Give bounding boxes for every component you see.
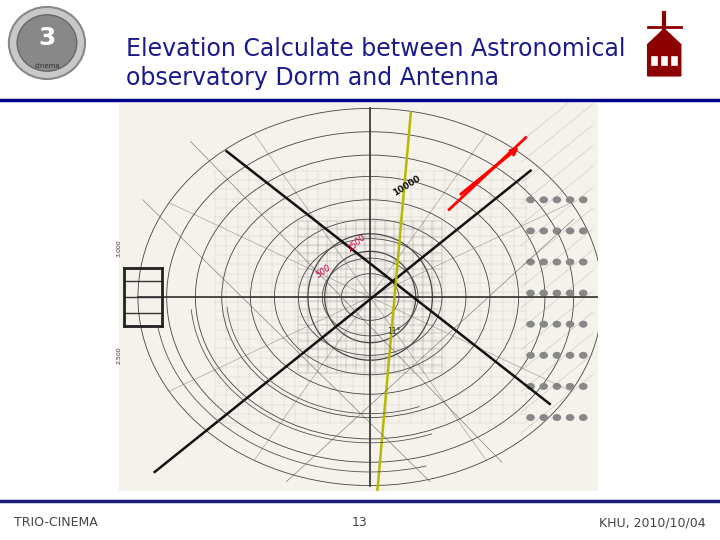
Circle shape	[526, 321, 535, 328]
FancyBboxPatch shape	[119, 103, 598, 491]
Circle shape	[566, 352, 575, 359]
Text: Elevation Calculate between Astronomical: Elevation Calculate between Astronomical	[126, 37, 626, 60]
Text: KHU, 2010/10/04: KHU, 2010/10/04	[599, 516, 706, 529]
Circle shape	[566, 321, 575, 328]
Circle shape	[579, 414, 588, 421]
Circle shape	[552, 383, 561, 390]
Circle shape	[526, 227, 535, 234]
Circle shape	[579, 352, 588, 359]
Text: 10000: 10000	[392, 174, 423, 198]
Text: 13: 13	[352, 516, 368, 529]
Circle shape	[579, 289, 588, 296]
Circle shape	[539, 321, 548, 328]
Bar	[670, 55, 678, 66]
Circle shape	[566, 414, 575, 421]
Circle shape	[526, 383, 535, 390]
Circle shape	[579, 321, 588, 328]
Circle shape	[566, 197, 575, 203]
Circle shape	[526, 414, 535, 421]
Circle shape	[539, 383, 548, 390]
Circle shape	[566, 227, 575, 234]
Circle shape	[17, 15, 77, 71]
Circle shape	[526, 352, 535, 359]
Circle shape	[539, 227, 548, 234]
Circle shape	[552, 321, 561, 328]
Circle shape	[552, 352, 561, 359]
Circle shape	[526, 259, 535, 266]
Circle shape	[579, 227, 588, 234]
Text: 2500: 2500	[346, 232, 368, 253]
Circle shape	[579, 197, 588, 203]
Circle shape	[539, 197, 548, 203]
Text: 3: 3	[38, 26, 55, 50]
Circle shape	[579, 383, 588, 390]
Circle shape	[579, 259, 588, 266]
Text: 3.000: 3.000	[117, 240, 121, 257]
Text: observatory Dorm and Antenna: observatory Dorm and Antenna	[126, 66, 499, 90]
Circle shape	[552, 414, 561, 421]
Circle shape	[566, 383, 575, 390]
Text: 2.500: 2.500	[117, 347, 121, 364]
Text: 11°: 11°	[387, 327, 400, 336]
Bar	[660, 55, 668, 66]
Circle shape	[539, 352, 548, 359]
Circle shape	[566, 289, 575, 296]
Circle shape	[539, 289, 548, 296]
Circle shape	[552, 289, 561, 296]
Circle shape	[552, 227, 561, 234]
Circle shape	[526, 289, 535, 296]
Circle shape	[9, 7, 85, 79]
Text: TRIO-CINEMA: TRIO-CINEMA	[14, 516, 98, 529]
Circle shape	[566, 259, 575, 266]
Circle shape	[552, 197, 561, 203]
Circle shape	[526, 197, 535, 203]
Circle shape	[539, 414, 548, 421]
Bar	[650, 55, 658, 66]
Polygon shape	[648, 29, 681, 76]
Circle shape	[552, 259, 561, 266]
Text: cinema: cinema	[34, 64, 60, 70]
Text: 500: 500	[315, 264, 333, 280]
Circle shape	[539, 259, 548, 266]
